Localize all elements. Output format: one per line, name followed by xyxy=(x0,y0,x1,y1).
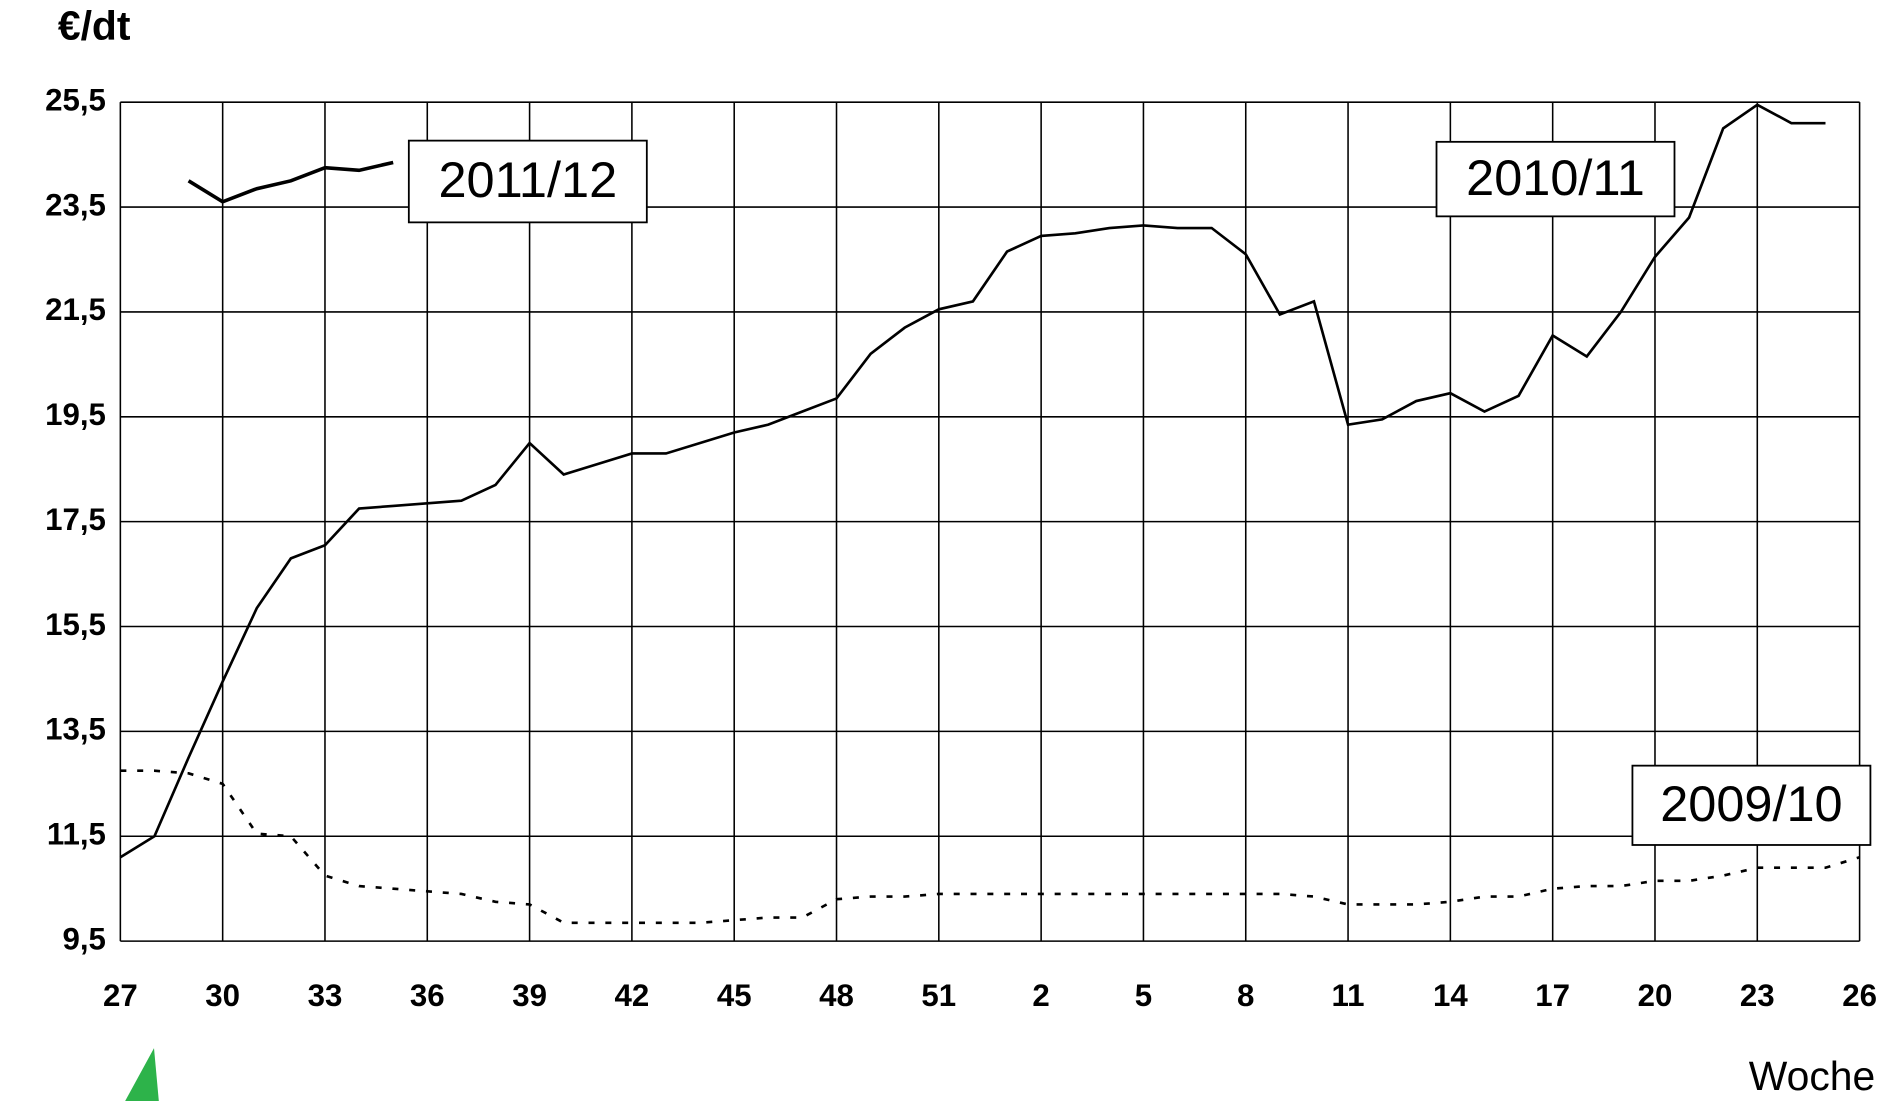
legend-box xyxy=(407,139,648,224)
x-axis-label: Woche xyxy=(1749,1053,1875,1099)
legend-label: 2009/10 xyxy=(1660,775,1842,832)
y-tick-label: 17,5 xyxy=(45,502,106,537)
y-tick-label: 21,5 xyxy=(45,292,106,327)
x-tick-label: 51 xyxy=(921,978,956,1013)
y-tick-label: 13,5 xyxy=(45,712,106,747)
y-tick-label: 11,5 xyxy=(47,817,106,852)
logo-fragment xyxy=(125,1048,159,1101)
y-tick-label: 9,5 xyxy=(62,921,105,956)
x-tick-label: 2 xyxy=(1032,978,1049,1013)
x-tick-label: 27 xyxy=(103,978,138,1013)
series-line xyxy=(119,103,1826,859)
x-tick-label: 17 xyxy=(1535,978,1570,1013)
x-tick-label: 26 xyxy=(1842,978,1877,1013)
x-tick-label: 14 xyxy=(1433,978,1468,1013)
x-tick-label: 45 xyxy=(717,978,752,1013)
x-tick-label: 5 xyxy=(1135,978,1152,1013)
y-axis-label: €/dt xyxy=(58,3,131,49)
x-tick-label: 42 xyxy=(615,978,650,1013)
y-tick-label: 23,5 xyxy=(45,187,106,222)
y-tick-label: 15,5 xyxy=(45,607,106,642)
x-tick-label: 20 xyxy=(1638,978,1673,1013)
legend-label: 2011/12 xyxy=(438,151,617,208)
x-tick-label: 48 xyxy=(819,978,854,1013)
y-tick-label: 25,5 xyxy=(45,82,106,117)
x-tick-label: 33 xyxy=(308,978,343,1013)
x-tick-label: 39 xyxy=(512,978,547,1013)
x-tick-label: 8 xyxy=(1237,978,1254,1013)
legend-box xyxy=(1631,764,1872,846)
x-tick-label: 36 xyxy=(410,978,445,1013)
x-tick-label: 11 xyxy=(1332,978,1365,1013)
y-tick-label: 19,5 xyxy=(45,397,106,432)
legend-label: 2010/11 xyxy=(1466,149,1645,206)
legend-box xyxy=(1435,140,1676,218)
x-tick-label: 30 xyxy=(205,978,240,1013)
series-line xyxy=(187,160,394,204)
series-line xyxy=(120,769,1860,925)
x-tick-label: 23 xyxy=(1740,978,1775,1013)
